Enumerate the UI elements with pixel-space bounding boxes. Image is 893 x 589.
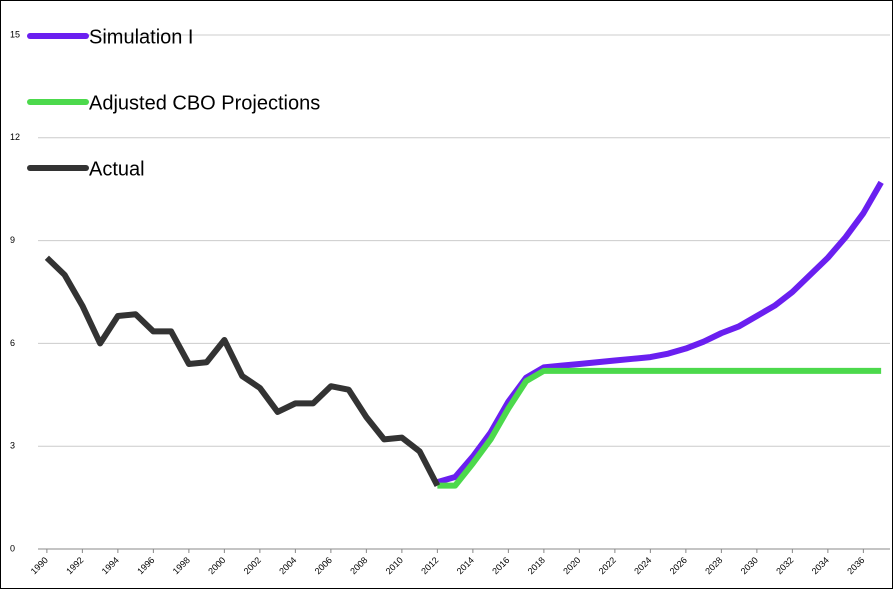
y-tick-label: 3 [10, 441, 15, 451]
series-line [44, 255, 441, 487]
legend-label: Adjusted CBO Projections [89, 92, 320, 114]
y-tick-label: 12 [10, 132, 20, 142]
y-tick-label: 15 [10, 29, 20, 39]
y-tick-label: 0 [10, 543, 15, 553]
legend-label: Simulation I [89, 26, 194, 48]
series-line [437, 367, 882, 489]
y-tick-label: 9 [10, 235, 15, 245]
legend-label: Actual [89, 158, 145, 180]
series-line [436, 180, 884, 486]
y-tick-label: 6 [10, 338, 15, 348]
